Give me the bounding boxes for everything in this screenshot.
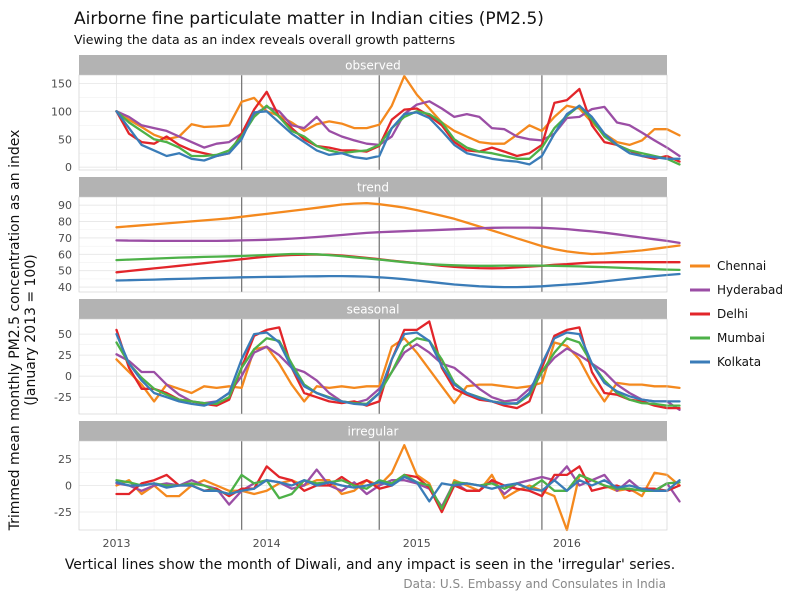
series-line-chennai-trend <box>115 201 681 256</box>
legend-label-chennai: Chennai <box>717 259 766 273</box>
y-tick-label: 100 <box>51 105 72 118</box>
panel-trend: trend 40 50 60 70 80 90 <box>58 177 681 294</box>
panels: observed 0 50 100 150 trend 40 50 60 70 80 90 season… <box>51 55 681 532</box>
panel-border <box>78 196 668 293</box>
x-tick-label: 2014 <box>253 537 281 550</box>
strip-label-observed: observed <box>345 59 401 73</box>
series-line-kolkata-observed <box>115 104 681 166</box>
legend-label-kolkata: Kolkata <box>717 355 761 369</box>
chart-title: Airborne fine particulate matter in Indi… <box>74 9 544 29</box>
caption: Data: U.S. Embassy and Consulates in Ind… <box>403 577 666 591</box>
y-tick-label: 25 <box>58 349 72 362</box>
strip-label-irregular: irregular <box>348 425 399 439</box>
strip-seasonal <box>79 299 667 319</box>
y-tick-label: 150 <box>51 77 72 90</box>
y-tick-label: 60 <box>58 248 72 261</box>
legend-label-mumbai: Mumbai <box>717 331 765 345</box>
panel-irregular: irregular -25 0 25 <box>54 421 681 532</box>
series-line-hyderabad-trend <box>115 226 681 245</box>
y-axis-title-line1: Trimmed mean monthly PM2.5 concentration… <box>7 130 23 532</box>
y-tick-label: 0 <box>65 480 72 493</box>
strip-observed <box>79 55 667 75</box>
y-tick-label: 25 <box>58 453 72 466</box>
y-axis-title-line2: (January 2013 = 100) <box>23 254 39 405</box>
panel-border <box>78 318 668 415</box>
y-tick-label: 50 <box>58 133 72 146</box>
legend-label-hyderabad: Hyderabad <box>717 283 783 297</box>
legend-label-delhi: Delhi <box>717 307 748 321</box>
y-tick-label: 0 <box>65 370 72 383</box>
legend: Chennai Hyderabad Delhi Mumbai Kolkata <box>690 259 783 369</box>
series-line-kolkata-seasonal <box>115 331 681 407</box>
y-tick-label: -25 <box>54 391 72 404</box>
y-tick-label: -25 <box>54 506 72 519</box>
strip-irregular <box>79 421 667 441</box>
panel-border <box>78 440 668 531</box>
chart-subtitle: Viewing the data as an index reveals ove… <box>74 32 455 47</box>
strip-label-trend: trend <box>357 181 389 195</box>
series-line-chennai-observed <box>115 74 681 147</box>
panel-observed: observed 0 50 100 150 <box>51 55 681 174</box>
x-tick-label: 2015 <box>403 537 431 550</box>
series-line-kolkata-irregular <box>115 475 681 503</box>
y-tick-label: 70 <box>58 232 72 245</box>
x-axis: 2013 2014 2015 2016 <box>103 537 581 550</box>
panel-border <box>78 74 668 171</box>
x-axis-title: Vertical lines show the month of Diwali,… <box>65 557 675 573</box>
series-line-hyderabad-seasonal <box>115 343 681 411</box>
y-tick-label: 40 <box>58 281 72 294</box>
y-tick-label: 80 <box>58 216 72 229</box>
series-line-kolkata-trend <box>115 272 681 289</box>
y-tick-label: 0 <box>65 161 72 174</box>
series-line-mumbai-trend <box>115 252 681 272</box>
strip-label-seasonal: seasonal <box>347 303 400 317</box>
x-tick-label: 2013 <box>103 537 131 550</box>
panel-seasonal: seasonal -25 0 25 50 <box>54 299 681 415</box>
strip-trend <box>79 177 667 197</box>
x-tick-label: 2016 <box>553 537 581 550</box>
y-tick-label: 50 <box>58 265 72 278</box>
y-tick-label: 90 <box>58 199 72 212</box>
series-line-mumbai-irregular <box>115 473 681 510</box>
y-tick-label: 50 <box>58 328 72 341</box>
